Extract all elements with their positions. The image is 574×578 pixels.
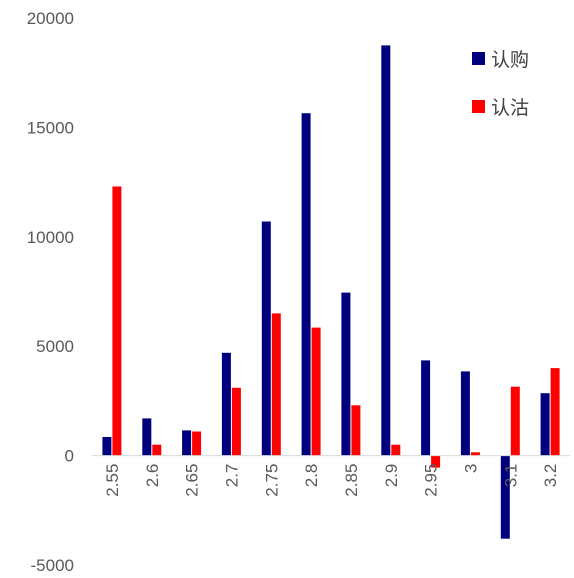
y-tick-label: 15000 <box>27 118 74 137</box>
bar-put-2.6 <box>152 444 162 456</box>
bar-call-2.9 <box>381 45 391 456</box>
bar-call-3.2 <box>540 393 550 456</box>
bar-put-3.1 <box>510 386 520 456</box>
bar-call-2.8 <box>301 113 311 456</box>
bar-put-3.2 <box>550 368 560 456</box>
x-tick-label: 2.85 <box>342 464 361 497</box>
x-tick-label: 2.8 <box>302 464 321 488</box>
legend-label: 认购 <box>491 49 529 71</box>
bar-call-2.6 <box>142 418 152 456</box>
legend-label: 认沽 <box>491 97 529 119</box>
y-tick-label: 10000 <box>27 228 74 247</box>
x-tick-label: 3.1 <box>501 464 520 488</box>
x-tick-label: 2.95 <box>422 464 441 497</box>
bar-call-3 <box>460 371 470 456</box>
bar-call-2.85 <box>341 292 351 456</box>
x-tick-label: 2.6 <box>143 464 162 488</box>
y-axis-labels: -5000 0 5000 10000 15000 20000 <box>27 9 74 575</box>
bar-call-2.55 <box>102 437 112 456</box>
bar-call-3.1 <box>500 455 510 539</box>
x-tick-label: 2.75 <box>262 464 281 497</box>
x-tick-label: 2.65 <box>183 464 202 497</box>
y-tick-label: -5000 <box>31 556 74 575</box>
bar-call-2.7 <box>221 352 231 456</box>
x-tick-label: 2.7 <box>222 464 241 488</box>
bar-put-2.85 <box>351 405 361 456</box>
y-tick-label: 0 <box>65 447 74 466</box>
legend-swatch <box>472 100 485 113</box>
legend-swatch <box>472 52 485 65</box>
bar-put-2.55 <box>112 186 122 456</box>
bar-put-2.7 <box>231 387 241 456</box>
bar-put-2.9 <box>391 444 401 456</box>
bar-call-2.95 <box>421 360 431 456</box>
bar-put-3 <box>470 452 480 456</box>
x-tick-label: 3.2 <box>541 464 560 488</box>
bar-put-2.75 <box>271 313 281 456</box>
y-tick-label: 5000 <box>36 337 74 356</box>
bar-put-2.8 <box>311 327 321 456</box>
x-axis-labels: 2.55 2.6 2.65 2.7 2.75 2.8 2.85 2.9 2.95 3 3.1 3.2 <box>103 464 560 497</box>
x-tick-label: 2.9 <box>382 464 401 488</box>
x-tick-label: 2.55 <box>103 464 122 497</box>
bar-put-2.95 <box>431 455 441 468</box>
bar-call-2.65 <box>182 430 192 456</box>
bars <box>102 45 560 539</box>
bar-put-2.65 <box>192 431 202 456</box>
bar-call-2.75 <box>261 221 271 456</box>
x-tick-label: 3 <box>461 464 480 473</box>
y-tick-label: 20000 <box>27 9 74 28</box>
